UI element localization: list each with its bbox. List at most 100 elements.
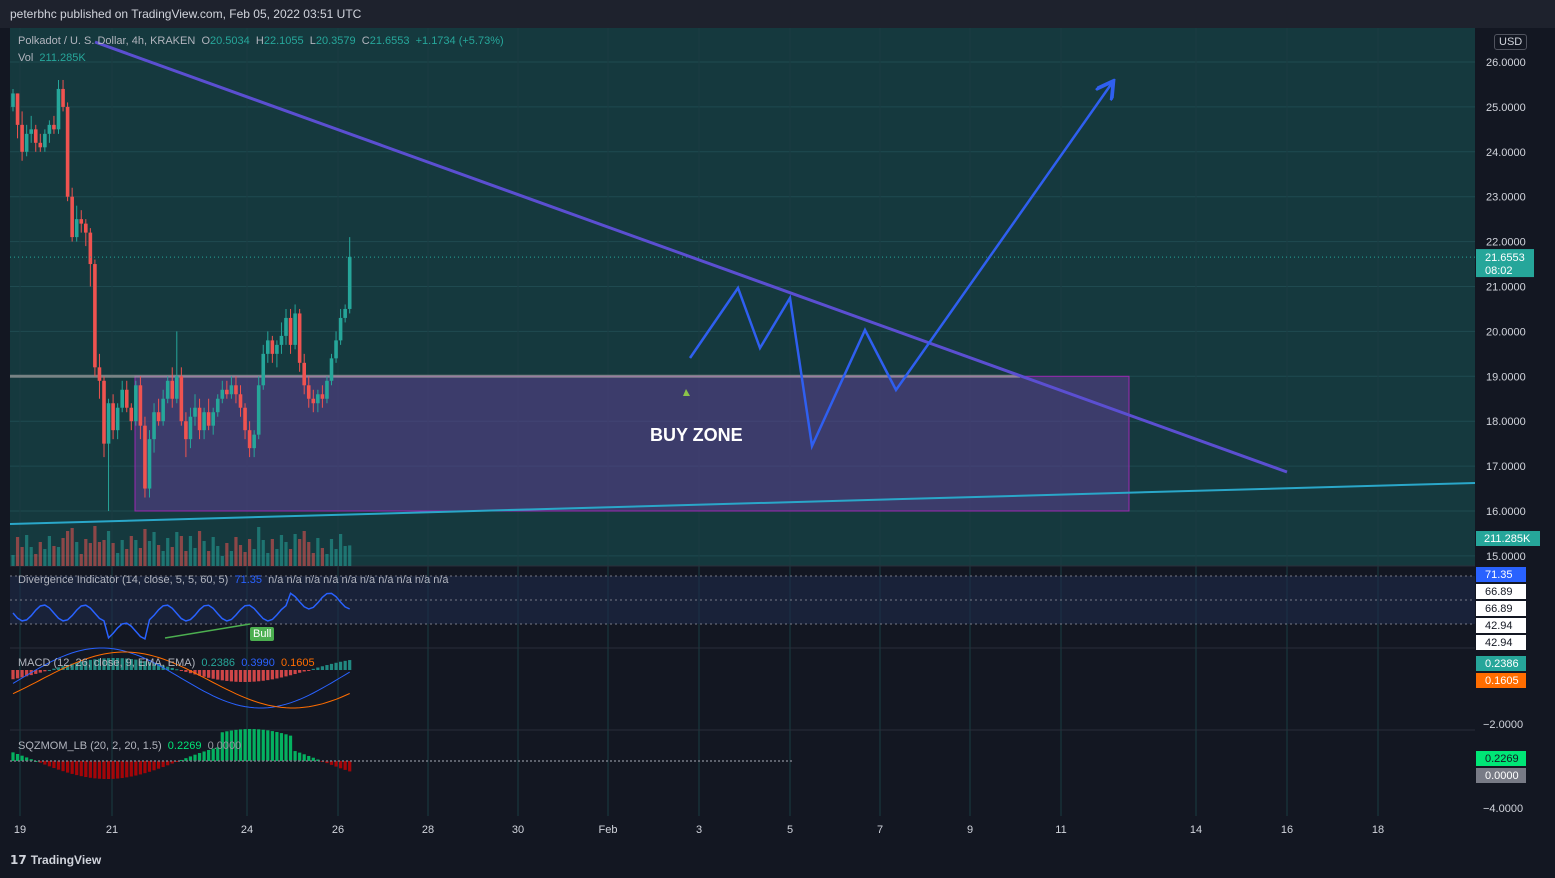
macd-v1: 0.2386 — [201, 657, 236, 669]
candle-body — [329, 358, 334, 381]
price-tick-label: 26.0000 — [1486, 57, 1526, 69]
div-label: Divergence Indicator (14, close, 5, 5, 6… — [18, 574, 229, 586]
sqz-hist-bar — [248, 729, 252, 761]
volume-bar — [270, 539, 274, 566]
sqz-hist-bar — [243, 729, 247, 761]
volume-bar — [47, 536, 51, 566]
candle-body — [338, 317, 343, 341]
sqz-hist-bar — [152, 761, 156, 771]
macd-hist-bar — [261, 670, 265, 681]
symbol-legend: Polkadot / U. S. Dollar, 4h, KRAKEN O20.… — [18, 35, 504, 47]
sqz-hist-bar — [125, 761, 129, 778]
low-label: L — [309, 35, 316, 47]
volume-bar — [138, 548, 142, 566]
macd-hist-bar — [25, 670, 29, 677]
volume-bar — [257, 527, 261, 566]
macd-hist-bar — [216, 670, 220, 680]
candle-body — [252, 434, 256, 449]
volume-bar — [175, 532, 179, 566]
candle-body — [247, 430, 252, 449]
volume-bar — [243, 552, 247, 566]
volume-bar — [229, 551, 233, 566]
candle-body — [206, 412, 211, 426]
macd-hist-bar — [20, 670, 24, 678]
candle-body — [61, 88, 65, 107]
candle-body — [293, 313, 297, 345]
sqz-hist-bar — [179, 759, 183, 761]
vol-value: 211.285K — [39, 52, 86, 64]
volume-bar — [75, 542, 79, 566]
macd-hist-bar — [211, 670, 215, 679]
macd-hist-bar — [116, 658, 120, 670]
sqz-hist-bar — [207, 749, 211, 761]
macd-hist-bar — [279, 670, 284, 678]
sqz-hist-bar — [93, 761, 97, 779]
candle-body — [74, 219, 79, 238]
sqz-hist-bar — [270, 731, 274, 761]
currency-badge[interactable]: USD — [1494, 34, 1528, 50]
macd-hist-bar — [320, 666, 324, 670]
sqz-hist-bar — [11, 752, 15, 761]
macd-hist-bar — [134, 659, 138, 670]
time-tick-label: 16 — [1281, 824, 1293, 836]
macd-hist-bar — [220, 670, 224, 681]
high-value: 22.1055 — [263, 35, 304, 47]
macd-hist-bar — [193, 670, 197, 675]
sqz-badge — [1476, 768, 1526, 783]
candle-body — [97, 367, 102, 381]
price-axis[interactable]: 26.0000 25.0000 24.0000 23.0000 22.0000 21.00… — [1476, 57, 1540, 815]
macd-hist-bar — [43, 670, 47, 672]
macd-line — [12, 647, 350, 709]
time-axis[interactable]: 19 21 24 26 28 30 Feb 3 5 7 9 11 14 16 18 — [14, 824, 1384, 836]
price-chart[interactable]: 26.0000 25.0000 24.0000 23.0000 22.0000 21.00… — [0, 28, 1555, 843]
sqzmom-pane — [10, 729, 792, 779]
volume-bar — [302, 531, 306, 566]
candle-body — [15, 93, 20, 125]
macd-hist-bar — [75, 662, 79, 670]
sqz-badge-label: 0.2269 — [1485, 753, 1519, 765]
sqz-hist-bar — [25, 757, 29, 761]
candle-body — [124, 389, 129, 408]
volume-bar — [97, 542, 102, 566]
volume-bar — [288, 549, 293, 566]
volume-bar — [234, 537, 238, 566]
candle-body — [106, 403, 111, 444]
sqz-hist-bar — [188, 756, 193, 761]
div-badge-label: 42.94 — [1485, 620, 1513, 632]
macd-hist-bar — [343, 660, 347, 670]
buy-zone-label: BUY ZONE — [650, 425, 743, 445]
macd-legend: MACD (12, 26, close, 9, EMA, EMA) 0.2386… — [18, 657, 315, 669]
tradingview-logo[interactable]: 17 TradingView — [10, 853, 101, 867]
candle-body — [152, 412, 156, 440]
macd-v2: 0.3990 — [241, 657, 275, 669]
price-tick-label: 22.0000 — [1486, 237, 1526, 249]
time-tick-label: 28 — [422, 824, 434, 836]
macd-tick-label: −2.0000 — [1483, 719, 1523, 731]
sqz-hist-bar — [279, 733, 284, 761]
sqz-hist-bar — [116, 761, 120, 779]
volume-bar — [120, 540, 124, 566]
sqzmom-legend: SQZMOM_LB (20, 2, 20, 1.5) 0.2269 0.0000 — [18, 740, 241, 752]
divergence-line — [12, 592, 351, 641]
candle-body — [47, 124, 52, 134]
candle-body — [320, 394, 325, 399]
sqz-hist-bar — [47, 761, 51, 767]
price-tick-label: 23.0000 — [1486, 192, 1526, 204]
sqz-badge-label: 0.0000 — [1485, 770, 1519, 782]
volume-bar — [52, 546, 56, 566]
macd-hist-bar — [52, 668, 56, 670]
macd-hist-bar — [125, 658, 129, 670]
macd-hist-bar — [329, 663, 334, 670]
sqz-hist-bar — [311, 757, 315, 761]
vol-badge-label: 211.285K — [1484, 533, 1531, 545]
macd-hist-bar — [84, 660, 88, 670]
macd-hist-bar — [152, 663, 156, 670]
sqz-hist-bar — [234, 729, 238, 761]
macd-hist-bar — [129, 658, 133, 670]
volume-bar — [197, 531, 202, 566]
symbol-name: Polkadot / U. S. Dollar, 4h, KRAKEN — [18, 35, 196, 47]
div-badge — [1476, 584, 1526, 599]
volume-bar — [329, 539, 334, 566]
divergence-pane — [10, 575, 1475, 641]
price-tick-label: 21.0000 — [1486, 282, 1526, 294]
